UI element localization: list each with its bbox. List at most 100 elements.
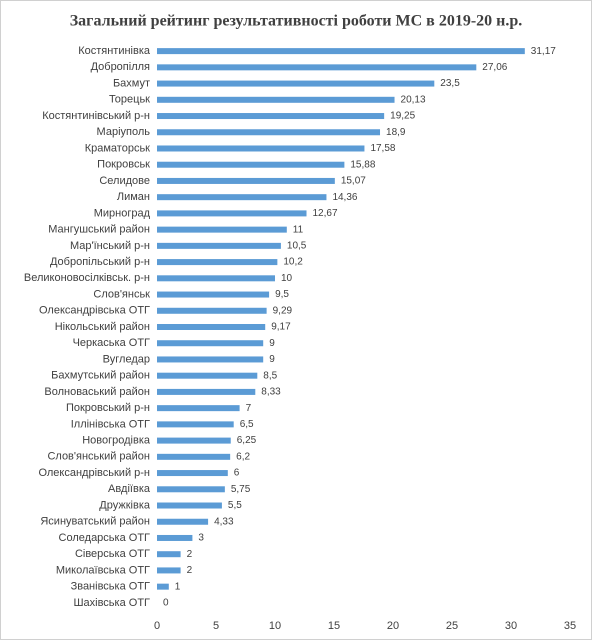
bar — [157, 388, 256, 395]
y-tick-label: Бахмут — [113, 77, 150, 89]
value-label: 15,88 — [350, 159, 375, 170]
bar — [157, 502, 222, 509]
y-tick-label: Ясинуватський район — [40, 516, 150, 528]
bar — [157, 210, 307, 217]
y-tick-label: Олександрівський р-н — [38, 467, 150, 479]
y-tick-label: Покровськ — [97, 159, 150, 171]
value-label: 8,33 — [261, 387, 281, 398]
bar — [157, 161, 345, 168]
y-tick-label: Бахмутський район — [51, 370, 150, 382]
value-label: 19,25 — [390, 111, 415, 122]
bar — [157, 275, 275, 282]
value-label: 6,5 — [240, 419, 254, 430]
x-tick-label: 10 — [269, 620, 281, 632]
bar — [157, 356, 264, 363]
bar — [157, 372, 258, 379]
bar — [157, 583, 169, 590]
x-tick-label: 35 — [564, 620, 576, 632]
x-tick-label: 15 — [328, 620, 340, 632]
value-label: 4,33 — [214, 516, 234, 527]
y-tick-label: Слов'янськ — [93, 288, 150, 300]
y-tick-label: Авдіївка — [108, 483, 151, 495]
value-label: 27,06 — [482, 62, 507, 73]
bar — [157, 470, 228, 477]
y-tick-label: Лиман — [117, 191, 150, 203]
value-label: 23,5 — [440, 78, 460, 89]
y-tick-label: Мирноград — [94, 207, 151, 219]
value-label: 5,75 — [231, 484, 251, 495]
bar — [157, 486, 225, 493]
y-tick-label: Новогродівка — [82, 435, 151, 447]
y-tick-label: Вугледар — [103, 353, 150, 365]
value-label: 6,2 — [236, 451, 250, 462]
bar — [157, 324, 266, 330]
value-label: 12,67 — [313, 208, 338, 219]
bar — [157, 551, 181, 558]
bar — [157, 421, 234, 428]
bar — [157, 64, 477, 71]
value-label: 9,29 — [273, 305, 293, 316]
bar — [157, 48, 525, 55]
x-tick-label: 0 — [154, 620, 160, 632]
value-label: 10,2 — [283, 257, 303, 268]
y-tick-label: Селидове — [99, 175, 150, 187]
value-label: 9 — [269, 338, 275, 349]
y-tick-label: Дружківка — [99, 499, 151, 511]
value-label: 10 — [281, 273, 293, 284]
value-label: 7 — [246, 403, 252, 414]
y-tick-label: Олександрівська ОТГ — [39, 305, 150, 317]
bar — [157, 453, 231, 460]
x-tick-label: 30 — [505, 620, 517, 632]
value-label: 1 — [175, 581, 181, 592]
value-label: 9,17 — [271, 322, 291, 333]
x-tick-label: 5 — [213, 620, 219, 632]
value-label: 0 — [163, 598, 169, 609]
bar — [157, 145, 365, 152]
value-label: 14,36 — [332, 192, 357, 203]
bar — [157, 534, 193, 541]
value-label: 2 — [187, 565, 193, 576]
value-label: 20,13 — [401, 94, 426, 105]
value-label: 3 — [198, 533, 204, 544]
y-tick-label: Черкаська ОТГ — [73, 337, 150, 349]
bar — [157, 291, 270, 298]
value-label: 15,07 — [341, 176, 366, 187]
value-label: 6 — [234, 468, 240, 479]
y-tick-label: Званівська ОТГ — [71, 581, 150, 593]
y-tick-label: Добропільський р-н — [50, 256, 150, 268]
bar — [157, 113, 385, 120]
value-label: 10,5 — [287, 240, 307, 251]
y-tick-label: Костянтинівський р-н — [42, 110, 150, 122]
value-label: 5,5 — [228, 500, 242, 511]
value-label: 31,17 — [531, 46, 556, 57]
y-tick-label: Маріуполь — [97, 126, 151, 138]
y-tick-label: Іллінівська ОТГ — [71, 418, 150, 430]
bar — [157, 437, 231, 444]
bar — [157, 567, 181, 574]
value-label: 11 — [293, 224, 304, 235]
value-label: 6,25 — [237, 435, 257, 446]
y-tick-label: Шахівська ОТГ — [73, 597, 150, 609]
bar — [157, 518, 209, 525]
y-tick-label: Миколаївська ОТГ — [56, 564, 150, 576]
bar — [157, 307, 267, 314]
y-tick-label: Торецьк — [109, 94, 150, 106]
y-tick-label: Нікольський район — [55, 321, 150, 333]
bar — [157, 96, 395, 103]
y-tick-label: Костянтинівка — [78, 45, 151, 57]
y-tick-label: Сіверська ОТГ — [75, 548, 150, 560]
y-tick-label: Слов'янський район — [47, 451, 150, 463]
bar — [157, 340, 264, 347]
bar — [157, 177, 335, 184]
value-label: 2 — [187, 549, 193, 560]
y-tick-label: Волноваський район — [44, 386, 150, 398]
x-tick-label: 25 — [446, 620, 458, 632]
y-tick-label: Мар'їнський р-н — [70, 240, 150, 252]
y-tick-label: Соледарська ОТГ — [59, 532, 151, 544]
bar — [157, 242, 281, 249]
y-tick-label: Добропілля — [91, 61, 150, 73]
value-label: 17,58 — [370, 143, 395, 154]
value-label: 8,5 — [263, 370, 277, 381]
chart-title: Загальний рейтинг результативності робот… — [70, 13, 523, 30]
